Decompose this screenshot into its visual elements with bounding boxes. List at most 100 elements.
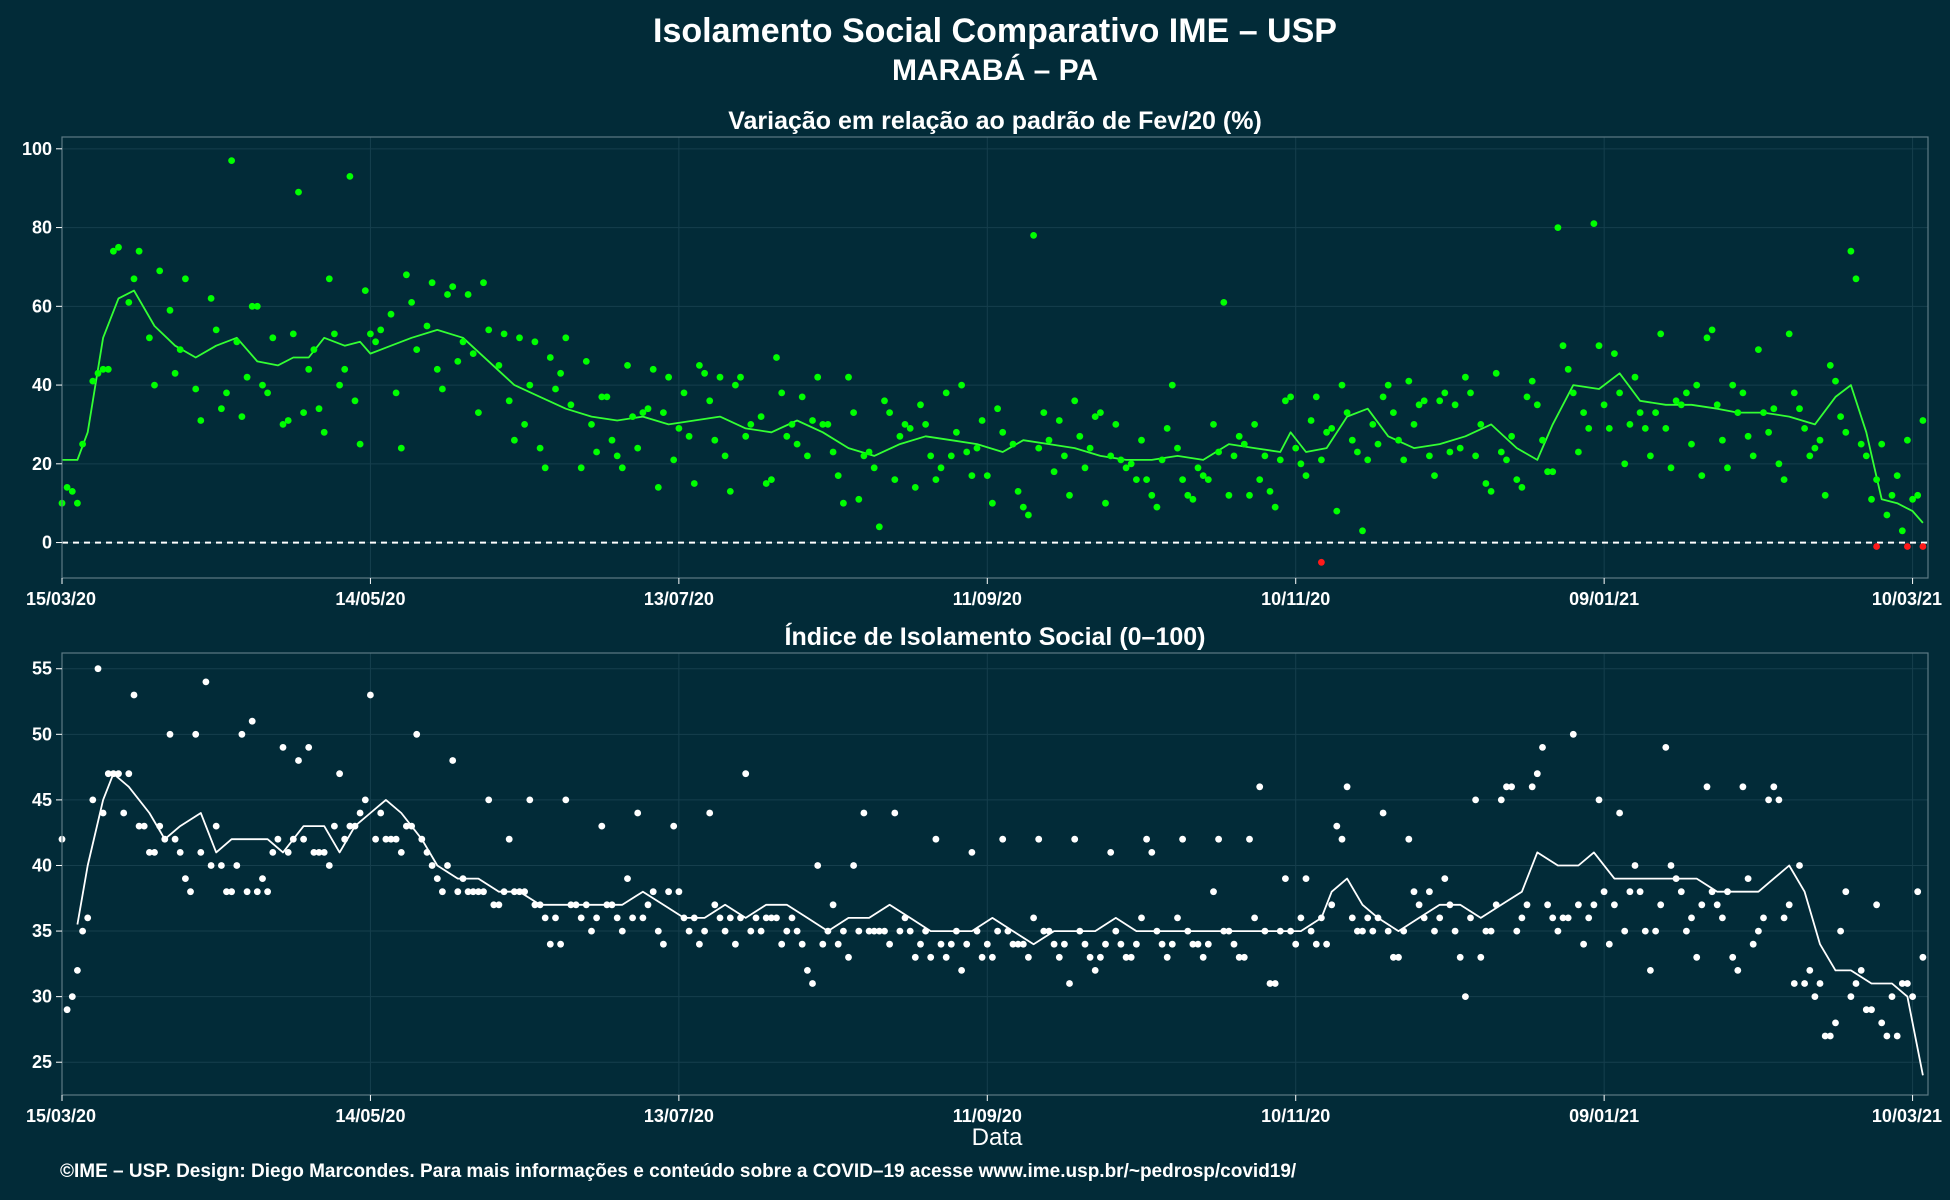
variation-data-point (1292, 444, 1300, 452)
variation-data-point (726, 488, 734, 495)
index-data-point (1333, 822, 1341, 830)
index-moving-average-line (76, 772, 1924, 1076)
index-data-point (315, 849, 323, 856)
index-data-point (732, 940, 739, 948)
variation-data-point (660, 409, 667, 416)
variation-x-axis: 15/03/20 14/05/20 13/07/20 11/09/20 10/11/20… (26, 578, 1942, 609)
index-data-point (860, 809, 868, 817)
index-data-point (1852, 980, 1860, 987)
index-data-point (397, 849, 405, 856)
index-data-point (500, 888, 508, 896)
variation-data-point (1826, 362, 1834, 369)
variation-data-point (768, 476, 775, 483)
variation-data-point (1611, 350, 1618, 357)
variation-data-point (783, 432, 791, 440)
index-data-point (1282, 875, 1289, 882)
variation-data-point (403, 271, 410, 279)
variation-data-point (1184, 491, 1192, 499)
index-data-point (906, 927, 914, 935)
variation-data-point (670, 456, 678, 464)
variation-data-point (397, 444, 405, 452)
index-data-point (1184, 927, 1192, 935)
index-data-point (1790, 980, 1798, 987)
index-data-point (1482, 927, 1490, 935)
variation-data-point (675, 425, 683, 432)
variation-data-point (1806, 452, 1814, 460)
variation-data-point (526, 381, 534, 389)
index-data-point (1647, 967, 1654, 974)
variation-data-point (428, 279, 436, 287)
variation-data-point (649, 365, 657, 373)
variation-data-point (1497, 448, 1505, 456)
variation-data-point (983, 472, 991, 479)
index-data-point (120, 809, 128, 817)
index-data-point (978, 953, 986, 961)
variation-data-point (1266, 488, 1274, 495)
index-data-point (1719, 914, 1726, 922)
variation-data-point (341, 365, 349, 373)
index-data-point (79, 927, 86, 935)
index-data-point (423, 849, 431, 856)
index-data-point (146, 849, 153, 856)
variation-data-point (521, 421, 528, 428)
variation-data-point (1672, 397, 1680, 405)
index-data-point (228, 888, 236, 896)
index-data-point (1071, 835, 1079, 843)
variation-data-point (1785, 330, 1793, 338)
index-data-point (1796, 862, 1803, 869)
index-data-point (485, 796, 493, 804)
variation-data-point (1652, 409, 1659, 416)
variation-data-point (927, 452, 935, 460)
index-data-point (223, 888, 230, 896)
variation-data-point (63, 484, 71, 491)
variation-data-point (346, 173, 354, 180)
index-data-point (238, 730, 246, 738)
variation-data-point (932, 476, 940, 483)
index-data-point (1343, 783, 1351, 791)
index-data-point (1595, 796, 1603, 804)
variation-data-point (238, 413, 246, 420)
index-x-tick-label: 14/05/20 (335, 1106, 405, 1126)
variation-data-point (1307, 417, 1315, 424)
variation-data-point (1544, 468, 1551, 476)
variation-data-point (1055, 417, 1063, 424)
index-data-point (1811, 993, 1819, 1000)
variation-data-point (742, 432, 750, 440)
index-data-point (218, 862, 225, 869)
index-data-point (392, 835, 400, 843)
variation-data-point (711, 436, 719, 444)
index-data-point (1276, 927, 1284, 935)
variation-data-point (1503, 456, 1510, 464)
variation-data-point (793, 440, 801, 448)
variation-data-point (1354, 448, 1361, 456)
variation-data-point (1348, 436, 1356, 444)
variation-data-point (834, 472, 842, 479)
variation-data-point (1862, 452, 1870, 460)
variation-data-point (875, 523, 883, 531)
index-data-point (541, 914, 549, 922)
index-data-point (135, 822, 143, 830)
index-data-point (295, 757, 302, 764)
variation-data-point (1898, 527, 1906, 535)
index-data-point (1292, 940, 1300, 948)
variation-data-point (1143, 476, 1150, 483)
variation-data-point (819, 421, 827, 428)
variation-data-point (1518, 484, 1526, 491)
variation-data-point (248, 302, 256, 310)
index-data-point (1878, 1019, 1886, 1027)
variation-data-point (516, 334, 523, 342)
index-data-point (588, 927, 595, 935)
variation-data-point (588, 421, 595, 428)
index-data-point (325, 862, 333, 869)
variation-data-point (886, 409, 893, 416)
index-data-point (1256, 783, 1264, 791)
variation-data-point (197, 417, 205, 424)
variation-data-point (531, 338, 539, 346)
variation-data-point (1441, 389, 1449, 397)
variation-data-point (865, 448, 873, 456)
variation-data-point (1097, 409, 1104, 416)
variation-data-point (1878, 440, 1886, 448)
variation-data-point (1636, 409, 1644, 416)
variation-data-point (1482, 480, 1490, 487)
index-data-point (1523, 901, 1531, 909)
